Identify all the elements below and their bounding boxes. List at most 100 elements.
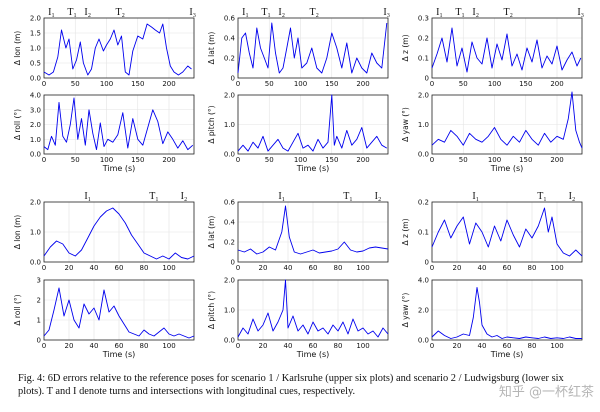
y-tick-label: 2.0 bbox=[30, 15, 41, 23]
x-tick-label: 150 bbox=[519, 80, 532, 88]
x-tick-label: 150 bbox=[131, 80, 144, 88]
event-label: I₂ bbox=[84, 7, 91, 18]
plot-s1-lon: 0 50 100 150 200 0.0 0.5 1.0 1.5 2.0 Δ lon (m) I₁ T₁… bbox=[13, 7, 196, 88]
y-tick-label: 1.5 bbox=[30, 30, 41, 38]
x-tick-label: 150 bbox=[519, 156, 532, 164]
plot-frame bbox=[431, 17, 583, 79]
x-tick-label: 20 bbox=[65, 264, 74, 272]
series-line bbox=[43, 23, 192, 76]
series-line bbox=[431, 287, 582, 339]
y-tick-label: 0.1 bbox=[418, 55, 429, 63]
plot-frame bbox=[431, 279, 583, 341]
x-tick-label: 200 bbox=[356, 156, 369, 164]
series-line bbox=[43, 207, 195, 260]
y-tick-label: 0 bbox=[425, 259, 429, 267]
y-tick-label: 2.0 bbox=[224, 277, 235, 285]
y-axis-label: Δ roll (°) bbox=[13, 294, 22, 325]
x-tick-label: 40 bbox=[284, 342, 293, 350]
x-tick-label: 60 bbox=[309, 342, 318, 350]
watermark: 知乎 @一杯红茶 bbox=[498, 385, 594, 400]
figure-caption: Fig. 4: 6D errors relative to the refere… bbox=[18, 373, 564, 397]
event-label: T₁ bbox=[149, 191, 159, 202]
y-tick-label: 0.0 bbox=[224, 151, 235, 159]
event-label: T₁ bbox=[537, 191, 547, 202]
y-axis-label: Δ yaw (°) bbox=[401, 107, 410, 142]
x-tick-label: 40 bbox=[90, 264, 99, 272]
y-tick-label: 0.4 bbox=[224, 35, 236, 43]
y-tick-label: 1.0 bbox=[30, 136, 41, 144]
event-label: I₃ bbox=[189, 7, 196, 18]
x-tick-label: 100 bbox=[488, 80, 501, 88]
x-tick-label: 20 bbox=[65, 342, 74, 350]
x-tick-label: 200 bbox=[550, 156, 563, 164]
x-tick-label: 80 bbox=[528, 342, 537, 350]
event-label: I₂ bbox=[181, 191, 188, 202]
x-axis-label: Time (s) bbox=[102, 350, 136, 359]
event-label: I₁ bbox=[472, 191, 479, 202]
y-tick-label: 0.3 bbox=[418, 15, 429, 23]
x-tick-label: 0 bbox=[42, 264, 46, 272]
x-tick-label: 50 bbox=[265, 80, 274, 88]
y-tick-label: 0 bbox=[231, 75, 235, 83]
series-line bbox=[431, 27, 582, 73]
x-tick-label: 40 bbox=[284, 264, 293, 272]
series-line bbox=[431, 207, 583, 257]
x-tick-label: 150 bbox=[325, 80, 338, 88]
x-tick-label: 50 bbox=[459, 80, 468, 88]
y-tick-label: 1.0 bbox=[224, 121, 235, 129]
x-axis-label: Time (s) bbox=[296, 350, 330, 359]
x-tick-label: 0 bbox=[236, 156, 240, 164]
x-tick-label: 100 bbox=[550, 264, 563, 272]
x-tick-label: 0 bbox=[430, 264, 434, 272]
series-line bbox=[237, 22, 388, 74]
event-label: I₃ bbox=[383, 7, 390, 18]
y-tick-label: 1.0 bbox=[418, 121, 429, 129]
x-tick-label: 80 bbox=[334, 342, 343, 350]
y-tick-label: 0.2 bbox=[224, 239, 235, 247]
x-tick-label: 60 bbox=[115, 264, 124, 272]
x-tick-label: 0 bbox=[236, 264, 240, 272]
plot-s1-z: 0 50 100 150 200 0 0.1 0.2 0.3 Δ z (m) I₁ T₁ I₂ T₂ I₃ bbox=[401, 7, 584, 88]
y-tick-label: 0.2 bbox=[224, 55, 235, 63]
y-tick-label: 0.6 bbox=[224, 199, 236, 207]
y-axis-label: Δ lat (m) bbox=[207, 216, 216, 249]
y-axis-label: Δ z (m) bbox=[401, 218, 410, 245]
series-line bbox=[43, 287, 195, 339]
x-tick-label: 200 bbox=[162, 80, 175, 88]
plot-frame bbox=[237, 279, 389, 341]
x-tick-label: 0 bbox=[42, 342, 46, 350]
x-tick-label: 100 bbox=[162, 342, 175, 350]
y-tick-label: 2 bbox=[37, 297, 41, 305]
x-tick-label: 40 bbox=[478, 264, 487, 272]
event-label: I₂ bbox=[569, 191, 576, 202]
y-tick-label: 2.0 bbox=[224, 92, 235, 100]
x-tick-label: 50 bbox=[459, 156, 468, 164]
y-tick-label: 2.0 bbox=[30, 199, 41, 207]
x-tick-label: 0 bbox=[42, 156, 46, 164]
x-tick-label: 200 bbox=[356, 80, 369, 88]
plot-s2-roll: 0 20 40 60 80 100 0 1 2 3 Δ roll (°) Time (s) bbox=[13, 277, 195, 359]
y-tick-label: 1.0 bbox=[30, 45, 41, 53]
x-tick-label: 200 bbox=[550, 80, 563, 88]
x-tick-label: 100 bbox=[488, 156, 501, 164]
x-axis-label: Time (s) bbox=[102, 164, 136, 173]
x-tick-label: 200 bbox=[162, 156, 175, 164]
y-tick-label: 3 bbox=[37, 277, 41, 285]
y-tick-label: 4.0 bbox=[418, 277, 429, 285]
x-tick-label: 20 bbox=[453, 264, 462, 272]
event-label: I₁ bbox=[84, 191, 91, 202]
plot-frame bbox=[237, 94, 389, 155]
y-tick-label: 0.5 bbox=[30, 60, 41, 68]
y-tick-label: 2.0 bbox=[418, 307, 429, 315]
series-line bbox=[431, 91, 583, 149]
y-tick-label: 2.0 bbox=[418, 92, 429, 100]
y-tick-label: 0.0 bbox=[418, 151, 429, 159]
plot-s1-pitch: 0 50 100 150 200 0.0 1.0 2.0 Δ pitch (°) Time (s) bbox=[207, 92, 389, 173]
y-tick-label: 4.0 bbox=[30, 92, 41, 100]
plot-frame bbox=[43, 201, 195, 263]
x-tick-label: 0 bbox=[236, 80, 240, 88]
series-line bbox=[237, 279, 389, 338]
event-label: T₁ bbox=[343, 191, 353, 202]
y-tick-label: 0 bbox=[425, 75, 429, 83]
y-tick-label: 1 bbox=[37, 317, 41, 325]
